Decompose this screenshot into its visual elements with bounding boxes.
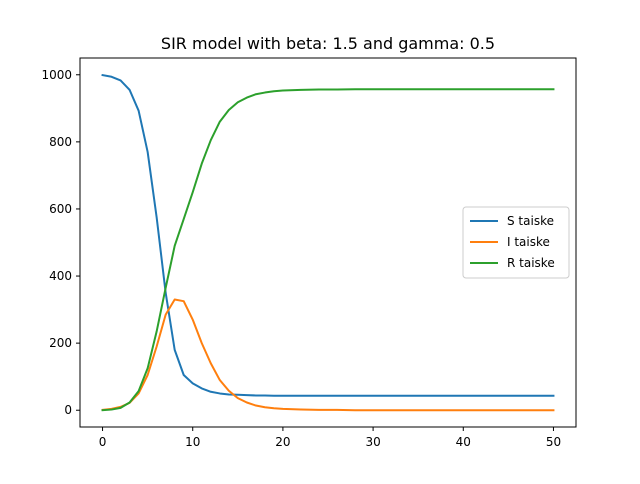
chart-title: SIR model with beta: 1.5 and gamma: 0.5 (161, 34, 495, 53)
x-tick-label: 40 (456, 435, 471, 449)
legend-box (462, 206, 570, 279)
legend-label-i: I taiske (507, 235, 550, 249)
y-tick-label: 800 (49, 135, 72, 149)
y-tick-label: 200 (49, 336, 72, 350)
x-tick-label: 30 (365, 435, 380, 449)
series-line-r (101, 88, 555, 412)
x-tick-label: 20 (275, 435, 290, 449)
y-axis: 0 200 400 600 800 1000 (41, 68, 80, 417)
x-axis: 0 10 20 30 40 50 (99, 427, 561, 449)
y-tick-label: 400 (49, 269, 72, 283)
x-tick-label: 10 (185, 435, 200, 449)
legend-label-r: R taiske (507, 256, 555, 270)
series-line-i (101, 298, 555, 412)
y-tick-label: 600 (49, 202, 72, 216)
x-tick-label: 0 (99, 435, 107, 449)
legend-label-s: S taiske (507, 214, 554, 228)
legend: S taiske I taiske R taiske (462, 206, 570, 279)
x-tick-label: 50 (546, 435, 561, 449)
plot-area (101, 73, 555, 412)
axes-frame (79, 57, 577, 428)
y-tick-label: 0 (64, 403, 72, 417)
y-tick-label: 1000 (41, 68, 72, 82)
